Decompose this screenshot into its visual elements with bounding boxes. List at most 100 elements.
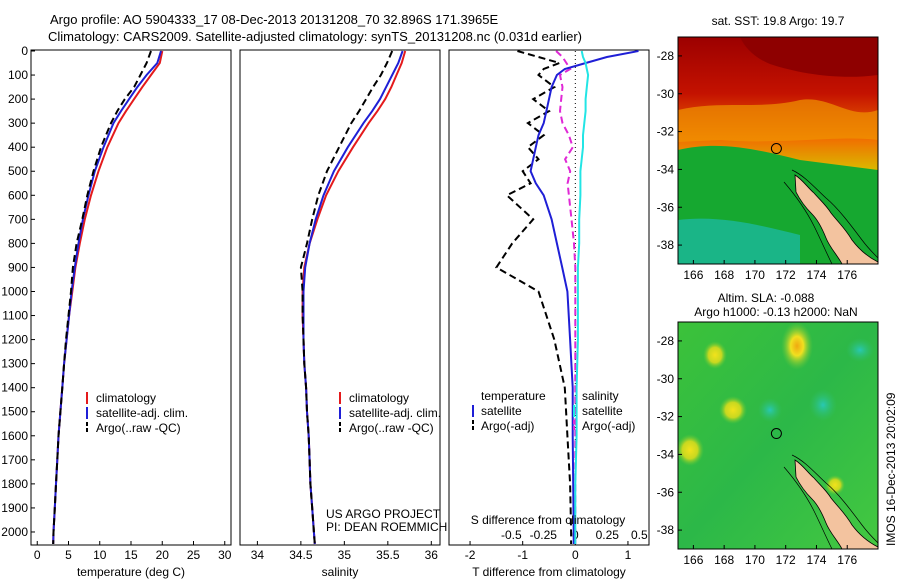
- x-tick-label: 35.5: [376, 548, 400, 562]
- sst-map-title: sat. SST: 19.8 Argo: 19.7: [712, 14, 845, 28]
- y-tick-label: 1300: [1, 357, 28, 371]
- longitude-tick-label: 174: [806, 268, 826, 282]
- legend-label-climatology: climatology: [349, 391, 409, 405]
- sst-latitude-axis: -28 -30 -32 -34 -36 -38: [657, 49, 682, 252]
- y-tick-label: 1600: [1, 429, 28, 443]
- latitude-tick-label: -32: [657, 125, 675, 139]
- salinity-axis: 34 34.5 35 35.5 36: [251, 541, 439, 562]
- sla-anomaly-blob: [678, 434, 704, 466]
- x-tick-label-top: 0.5: [631, 528, 648, 542]
- longitude-tick-label: 168: [714, 553, 734, 567]
- sst-map: sat. SST: 19.8 Argo: 19.7 166 168 170 172 17…: [657, 14, 879, 282]
- series-line-satellite-adj-clim: [52, 50, 162, 545]
- legend-label-argo: Argo(..raw -QC): [349, 421, 434, 435]
- x-tick-label: 10: [93, 548, 107, 562]
- sst-coastline-contour: [791, 169, 878, 259]
- y-tick-label: 1100: [2, 309, 28, 323]
- sla-land: [794, 459, 878, 549]
- longitude-tick-label: 166: [683, 553, 703, 567]
- sst-warm-core: [740, 37, 878, 77]
- longitude-tick-label: 172: [776, 553, 796, 567]
- legend-label-satellite: satellite-adj. clim.: [349, 406, 441, 420]
- x-tick-label: 34.5: [289, 548, 313, 562]
- x-tick-label: -2: [465, 548, 476, 562]
- x-tick-label-top: -0.25: [530, 528, 558, 542]
- t-difference-axis-label: T difference from climatology: [472, 565, 626, 579]
- sla-longitude-axis: 166 168 170 172 174 176: [683, 545, 858, 567]
- sla-map-frame: [677, 321, 879, 550]
- figure-title-line1: Argo profile: AO 5904333_17 08-Dec-2013 …: [50, 12, 499, 27]
- sla-latitude-axis: -28 -30 -32 -34 -36 -38: [657, 334, 682, 537]
- sla-map: Altim. SLA: -0.088 Argo h1000: -0.13 h20…: [657, 291, 879, 567]
- x-tick-label: 5: [65, 548, 72, 562]
- legend-heading-temperature: temperature: [481, 389, 546, 403]
- y-tick-label: 1700: [1, 453, 28, 467]
- latitude-tick-label: -38: [657, 238, 675, 252]
- temperature-series: [52, 50, 164, 545]
- series-line-argo-raw-qc: [299, 50, 394, 545]
- sla-map-title-line2: Argo h1000: -0.13 h2000: NaN: [694, 305, 857, 319]
- salinity-legend: climatology satellite-adj. clim. Argo(..…: [339, 391, 441, 435]
- x-tick-label-top: -0.5: [501, 528, 522, 542]
- argo-position-marker: [770, 428, 782, 440]
- x-tick-label: -1: [517, 548, 528, 562]
- credit-pi: PI: DEAN ROEMMICH: [326, 520, 447, 534]
- sla-map-title-line1: Altim. SLA: -0.088: [718, 291, 815, 305]
- x-tick-label: 35: [338, 548, 352, 562]
- legend-label-t-argo: Argo(-adj): [481, 419, 534, 433]
- temperature-axis-label: temperature (deg C): [77, 565, 185, 579]
- salinity-profile-panel: 34 34.5 35 35.5 36 salinity climatology sate…: [239, 49, 447, 579]
- longitude-tick-label: 170: [745, 553, 765, 567]
- legend-label-t-satellite: satellite: [481, 404, 522, 418]
- y-tick-label: 0: [21, 44, 28, 58]
- sst-land: [794, 174, 878, 264]
- longitude-tick-label: 176: [837, 553, 857, 567]
- temperature-axis: 0 5 10 15 20 25 30: [34, 541, 232, 562]
- s-difference-axis-label: S difference from climatology: [471, 513, 626, 527]
- latitude-tick-label: -32: [657, 410, 675, 424]
- y-tick-label: 1000: [1, 284, 28, 298]
- y-tick-label: 900: [8, 260, 28, 274]
- legend-label-s-satellite: satellite: [582, 404, 623, 418]
- sla-anomaly-blob: [825, 475, 845, 495]
- longitude-tick-label: 168: [714, 268, 734, 282]
- sla-anomaly-blob: [809, 389, 837, 421]
- longitude-tick-label: 174: [806, 553, 826, 567]
- legend-label-s-argo: Argo(-adj): [582, 419, 635, 433]
- x-tick-label: 25: [187, 548, 201, 562]
- longitude-tick-label: 166: [683, 268, 703, 282]
- series-line-argo-raw-qc: [52, 50, 152, 545]
- side-timestamp: IMOS 16-Dec-2013 20:02:09: [884, 392, 898, 546]
- difference-series: [494, 50, 639, 544]
- salinity-series: [299, 50, 407, 545]
- x-tick-label: 30: [218, 548, 232, 562]
- latitude-tick-label: -34: [657, 447, 675, 461]
- s-difference-axis: -0.5 -0.25 0 0.25 0.5: [501, 528, 648, 542]
- salinity-axes-frame: [239, 49, 441, 546]
- latitude-tick-label: -30: [657, 87, 675, 101]
- sla-anomaly-blob: [703, 341, 727, 369]
- sla-anomaly-blob: [719, 396, 747, 424]
- series-line-salinity-satellite: [574, 50, 590, 544]
- y-tick-label: 800: [8, 236, 28, 250]
- y-tick-label: 1500: [1, 405, 28, 419]
- depth-axis: 0 100 200 300 400 500 600 700 800 900 1000 1100 1200…: [1, 44, 35, 539]
- x-tick-label: 36: [425, 548, 439, 562]
- sla-depth-contour: [783, 466, 833, 549]
- y-tick-label: 2000: [1, 525, 28, 539]
- latitude-tick-label: -30: [657, 372, 675, 386]
- latitude-tick-label: -36: [657, 485, 675, 499]
- y-tick-label: 400: [8, 140, 28, 154]
- longitude-tick-label: 172: [776, 268, 796, 282]
- legend-heading-salinity: salinity: [582, 389, 619, 403]
- y-tick-label: 1800: [1, 477, 28, 491]
- y-tick-label: 600: [8, 188, 28, 202]
- sla-anomaly-blob: [758, 398, 782, 422]
- longitude-tick-label: 176: [837, 268, 857, 282]
- x-tick-label: 34: [251, 548, 265, 562]
- x-tick-label-top: 0.25: [596, 528, 620, 542]
- series-line-satellite-adj-clim: [302, 50, 404, 545]
- latitude-tick-label: -36: [657, 200, 675, 214]
- y-tick-label: 500: [8, 164, 28, 178]
- sst-depth-contour: [783, 181, 833, 264]
